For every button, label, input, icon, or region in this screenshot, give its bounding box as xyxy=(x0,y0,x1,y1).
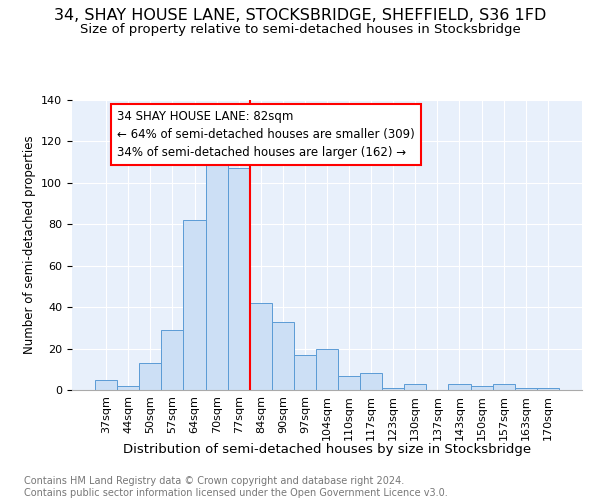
Bar xyxy=(382,388,404,390)
Bar xyxy=(537,388,559,390)
Y-axis label: Number of semi-detached properties: Number of semi-detached properties xyxy=(23,136,35,354)
Bar xyxy=(338,376,360,390)
Text: Size of property relative to semi-detached houses in Stocksbridge: Size of property relative to semi-detach… xyxy=(80,22,520,36)
Bar xyxy=(95,380,117,390)
Text: Contains HM Land Registry data © Crown copyright and database right 2024.
Contai: Contains HM Land Registry data © Crown c… xyxy=(24,476,448,498)
Bar xyxy=(470,386,493,390)
Bar xyxy=(294,355,316,390)
Text: 34 SHAY HOUSE LANE: 82sqm
← 64% of semi-detached houses are smaller (309)
34% of: 34 SHAY HOUSE LANE: 82sqm ← 64% of semi-… xyxy=(117,110,415,160)
Bar xyxy=(206,164,227,390)
Bar xyxy=(515,388,537,390)
Bar xyxy=(250,303,272,390)
Text: Distribution of semi-detached houses by size in Stocksbridge: Distribution of semi-detached houses by … xyxy=(123,442,531,456)
Bar xyxy=(227,168,250,390)
Bar xyxy=(448,384,470,390)
Bar xyxy=(139,363,161,390)
Bar xyxy=(404,384,427,390)
Bar xyxy=(360,374,382,390)
Bar xyxy=(117,386,139,390)
Bar xyxy=(316,348,338,390)
Bar xyxy=(493,384,515,390)
Bar xyxy=(184,220,206,390)
Bar xyxy=(161,330,184,390)
Text: 34, SHAY HOUSE LANE, STOCKSBRIDGE, SHEFFIELD, S36 1FD: 34, SHAY HOUSE LANE, STOCKSBRIDGE, SHEFF… xyxy=(54,8,546,22)
Bar xyxy=(272,322,294,390)
